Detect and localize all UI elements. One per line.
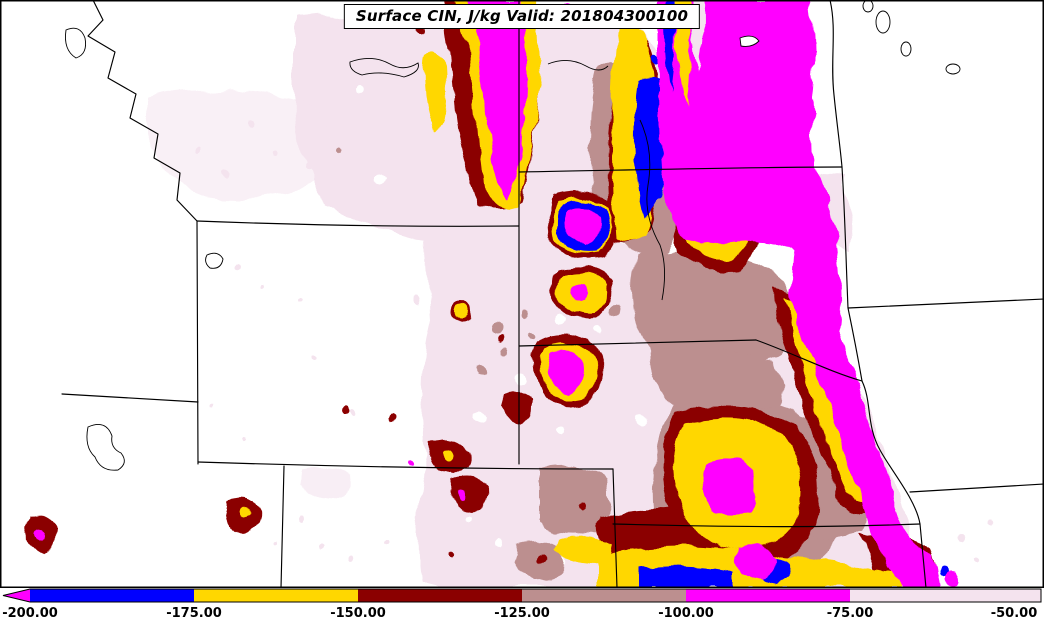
map-frame bbox=[0, 0, 1044, 588]
colorbar-tick-label: -100.00 bbox=[658, 606, 714, 621]
colorbar-seg-over bbox=[1014, 589, 1041, 602]
colorbar-tick-label: -125.00 bbox=[494, 606, 550, 621]
colorbar-tick-label: -150.00 bbox=[330, 606, 386, 621]
colorbar-tick-labels: -200.00 -175.00 -150.00 -125.00 -100.00 … bbox=[2, 606, 1037, 621]
colorbar-tick-label: -50.00 bbox=[991, 606, 1038, 621]
colorbar-tick-label: -200.00 bbox=[2, 606, 58, 621]
colorbar-tick-label: -75.00 bbox=[827, 606, 874, 621]
colorbar-arrow-under bbox=[3, 589, 30, 602]
colorbar-tick-label: -175.00 bbox=[166, 606, 222, 621]
colorbar-seg-2 bbox=[194, 589, 358, 602]
colorbar-outline bbox=[2, 588, 1042, 603]
colorbar-seg-4 bbox=[522, 589, 686, 602]
colorbar-seg-1 bbox=[30, 589, 194, 602]
lake-outlines bbox=[65, 1, 961, 471]
map-title: Surface CIN, J/kg Valid: 201804300100 bbox=[343, 4, 701, 29]
map-title-text: Surface CIN, J/kg Valid: 201804300100 bbox=[355, 7, 689, 25]
colorbar-seg-6 bbox=[850, 589, 1014, 602]
map-canvas bbox=[0, 0, 1044, 588]
colorbar-seg-5 bbox=[686, 589, 850, 602]
colorbar: -200.00 -175.00 -150.00 -125.00 -100.00 … bbox=[2, 588, 1042, 621]
colorbar-segments bbox=[2, 588, 1042, 603]
colorbar-seg-3 bbox=[358, 589, 522, 602]
state-borders bbox=[61, 1, 1043, 587]
